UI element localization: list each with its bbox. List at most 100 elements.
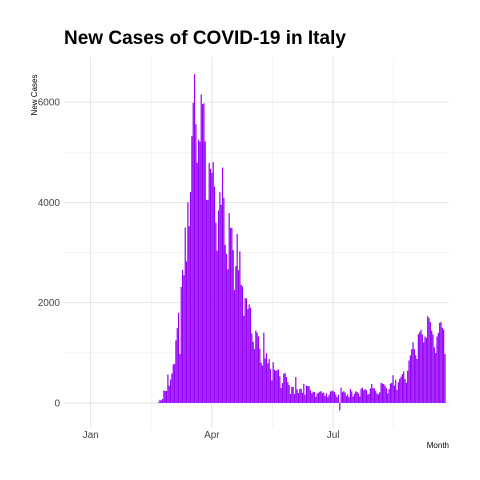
bar [212,162,214,403]
bar [429,321,431,403]
bar [424,336,426,403]
bar [175,340,177,403]
bar [164,391,166,403]
bar [171,373,173,403]
bar [285,377,288,403]
bar [408,360,410,403]
bar [213,186,216,403]
bar [367,394,369,403]
bar [300,388,302,403]
bar [284,373,286,403]
bar [280,387,282,403]
bar [360,388,362,403]
bar [387,393,389,403]
bar [376,393,378,403]
bar [279,376,281,403]
bar [203,103,205,403]
bar [263,332,265,403]
bar [163,390,165,403]
bar [243,315,245,403]
bar [440,321,442,403]
bar [403,371,405,403]
bar [188,226,190,403]
bar [323,392,325,403]
bar [341,392,344,403]
bar [184,227,186,403]
bar [439,322,441,403]
bar [237,270,240,403]
bar [189,192,192,403]
bar [288,385,290,403]
x-tick-label: Jul [327,430,340,441]
bar [205,199,208,403]
bar [177,312,180,403]
bar [215,222,217,403]
bar [173,363,176,403]
bar [180,286,182,403]
bar [167,374,169,403]
bar [221,167,224,403]
bar [272,362,274,403]
bar [348,397,350,403]
bar [247,309,249,403]
bar [412,342,414,403]
bar [305,385,308,403]
bar [289,394,292,403]
bar [269,369,272,403]
bar [415,355,417,403]
bar [436,336,438,403]
bar [340,387,342,403]
bar [433,347,435,403]
bar [260,362,262,403]
bar [197,139,200,403]
bar [404,378,406,403]
bar [364,389,366,403]
bar [296,389,298,403]
bar [275,370,277,403]
bar [312,391,314,403]
bar [344,392,346,403]
bar [328,394,330,403]
bar [264,358,266,403]
bar [347,394,349,403]
bar [401,374,403,403]
bar [245,298,248,403]
bar [207,199,209,403]
bar [320,391,322,403]
bar [373,388,375,403]
bar [223,197,225,403]
bar [365,390,368,403]
bar [420,329,422,403]
bar [228,213,230,403]
chart-title: New Cases of COVID-19 in Italy [64,28,346,49]
bar [301,392,304,403]
bar [389,383,391,403]
bar [199,141,201,403]
bar [160,400,162,403]
bar [208,163,210,403]
bars [157,74,446,411]
x-axis-title: Month [427,441,449,450]
bar [405,382,407,403]
bar [419,332,421,403]
bar [361,387,364,403]
gridlines [64,57,449,428]
bar [229,227,232,403]
bar [307,385,309,403]
bar [303,383,305,403]
bar [295,376,297,403]
bar [385,388,387,403]
bar [313,392,316,403]
x-axis-ticks: Jan Apr Jul [83,430,340,441]
x-tick-label: Apr [204,430,220,441]
bar [172,364,174,403]
bar [181,270,184,403]
bar [292,386,294,403]
bar [157,402,160,403]
bar [161,399,164,403]
bar [353,393,356,403]
bar [432,334,434,403]
bar [187,202,189,403]
bar [204,141,206,403]
bar [248,304,250,403]
